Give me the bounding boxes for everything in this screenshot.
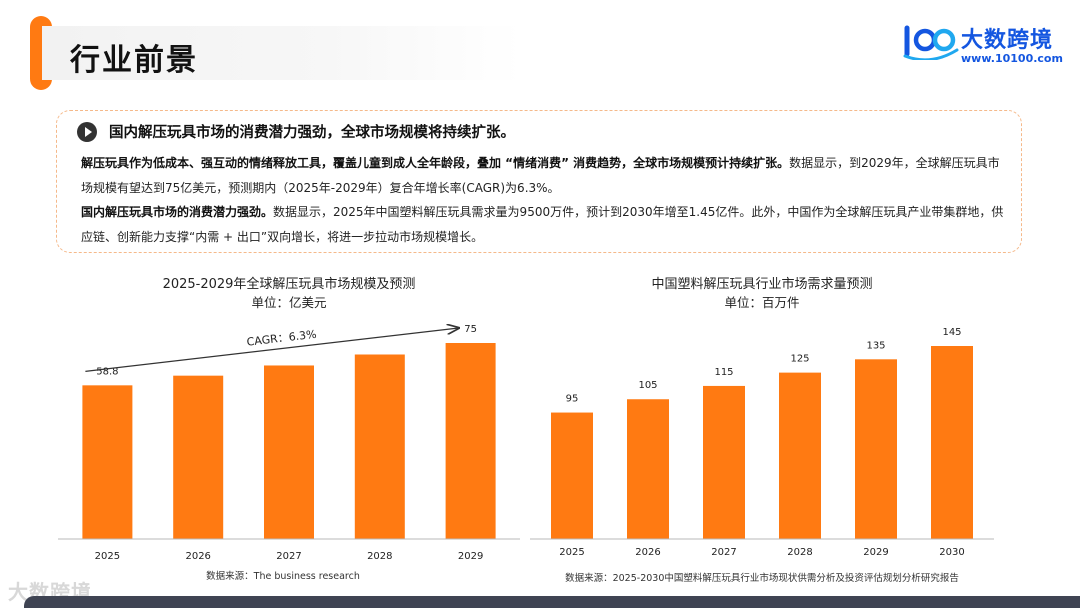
chart-title: 中国塑料解压玩具行业市场需求量预测 [651, 276, 872, 292]
data-label-2030: 145 [942, 327, 961, 338]
chart-source: 数据来源：The business research [206, 570, 360, 582]
footer-bar [24, 596, 1080, 608]
category-label-2027: 2027 [711, 547, 736, 558]
data-label-2029: 75 [464, 324, 477, 335]
data-label-2025: 95 [566, 394, 579, 405]
chart-source: 数据来源：2025-2030中国塑料解压玩具行业市场现状供需分析及投资评估规划分… [565, 572, 959, 584]
bar-2025 [82, 385, 133, 539]
cagr-arrow [85, 328, 458, 372]
brand-name: 大数跨境 [961, 28, 1054, 53]
data-label-2029: 135 [866, 340, 885, 351]
summary-p2-bold: 国内解压玩具市场的消费潜力强劲。 [81, 205, 274, 219]
bar-2025 [551, 412, 593, 539]
page-title: 行业前景 [70, 43, 198, 78]
summary-p1-rest: 数据显示，到2029年，全球解压玩具市场规模有望达到75亿美元，预测期内（202… [81, 156, 1000, 195]
play-icon [77, 121, 97, 142]
bar-2027 [703, 385, 745, 539]
data-label-2028: 125 [790, 354, 809, 365]
category-label-2028: 2028 [787, 547, 812, 558]
category-label-2027: 2027 [276, 551, 301, 562]
data-label-2025: 58.8 [96, 366, 118, 377]
summary-body: 解压玩具作为低成本、强互动的情绪释放工具，覆盖儿童到成人全年龄段，叠加 “情绪消… [81, 151, 1007, 249]
summary-p1-bold: 解压玩具作为低成本、强互动的情绪释放工具，覆盖儿童到成人全年龄段，叠加 “情绪消… [81, 156, 790, 170]
title-bar: 行业前景 [30, 16, 530, 90]
category-label-2025: 2025 [95, 551, 120, 562]
summary-box: 国内解压玩具市场的消费潜力强劲，全球市场规模将持续扩张。 解压玩具作为低成本、强… [56, 110, 1022, 253]
category-label-2029: 2029 [458, 551, 483, 562]
bar-2030 [931, 346, 973, 539]
bar-2028 [779, 372, 821, 539]
brand-logo: 大数跨境 www.10100.com [903, 18, 1063, 68]
category-label-2029: 2029 [863, 547, 888, 558]
brand-url[interactable]: www.10100.com [961, 52, 1063, 65]
bar-2026 [627, 399, 669, 539]
category-label-2025: 2025 [559, 547, 584, 558]
chart-title: 2025-2029年全球解压玩具市场规模及预测 [163, 276, 416, 292]
chart-subtitle: 单位：亿美元 [251, 295, 326, 310]
bar-2028 [354, 354, 405, 539]
category-label-2026: 2026 [635, 547, 660, 558]
title-background [42, 26, 522, 80]
summary-paragraph-2: 国内解压玩具市场的消费潜力强劲。数据显示，2025年中国塑料解压玩具需求量为95… [81, 200, 1007, 249]
summary-p2-rest: 数据显示，2025年中国塑料解压玩具需求量为9500万件，预计到2030年增至1… [81, 205, 1004, 244]
bar-2027 [264, 365, 314, 539]
summary-paragraph-1: 解压玩具作为低成本、强互动的情绪释放工具，覆盖儿童到成人全年龄段，叠加 “情绪消… [81, 151, 1007, 200]
summary-head: 国内解压玩具市场的消费潜力强劲，全球市场规模将持续扩张。 [77, 121, 515, 142]
brand-mark-icon [903, 25, 959, 60]
summary-headline: 国内解压玩具市场的消费潜力强劲，全球市场规模将持续扩张。 [109, 125, 515, 141]
data-label-2027: 115 [714, 367, 733, 378]
category-label-2028: 2028 [367, 551, 392, 562]
category-label-2026: 2026 [185, 551, 210, 562]
category-label-2030: 2030 [939, 547, 964, 558]
bar-2026 [173, 375, 224, 539]
data-label-2026: 105 [638, 380, 657, 391]
bar-2029 [445, 343, 496, 539]
chart-subtitle: 单位：百万件 [724, 295, 799, 310]
bar-2029 [855, 359, 897, 539]
